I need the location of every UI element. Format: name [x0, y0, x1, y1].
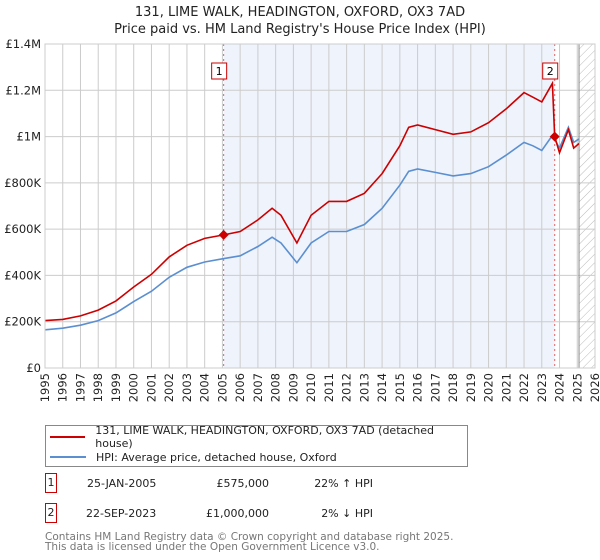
plot-frame — [44, 43, 596, 369]
x-tick-label: 2017 — [428, 373, 442, 402]
subtitle-line: Price paid vs. HM Land Registry's House … — [114, 22, 486, 37]
y-tick-label: £1.4M — [5, 37, 41, 51]
chart-title: 131, LIME WALK, HEADINGTON, OXFORD, OX3 … — [0, 4, 600, 38]
x-tick-label: 2010 — [304, 373, 318, 402]
transaction-hpi: 2% ↓ HPI — [321, 506, 373, 520]
x-tick-label: 2007 — [251, 373, 265, 402]
x-tick-label: 2024 — [553, 373, 567, 402]
x-tick-label: 2023 — [535, 373, 549, 402]
series-line — [44, 125, 580, 331]
future-hatch — [579, 44, 595, 368]
legend-red-label: 131, LIME WALK, HEADINGTON, OXFORD, OX3 … — [95, 424, 435, 450]
x-tick-label: 1996 — [56, 373, 70, 402]
title-line: 131, LIME WALK, HEADINGTON, OXFORD, OX3 … — [134, 5, 466, 20]
transaction-badge: 2 — [45, 503, 57, 523]
x-tick-label: 2025 — [570, 373, 584, 402]
sale-label: 2 — [547, 65, 554, 78]
transaction-badge: 1 — [45, 473, 57, 493]
x-tick-label: 1995 — [38, 373, 52, 402]
x-tick-label: 2026 — [588, 373, 600, 402]
x-tick-label: 2019 — [464, 373, 478, 402]
y-tick-label: £0 — [26, 361, 41, 375]
transaction-row: 1 25-JAN-2005 £575,000 22% ↑ HPI — [45, 473, 373, 493]
x-tick-label: 2015 — [393, 373, 407, 402]
legend: 131, LIME WALK, HEADINGTON, OXFORD, OX3 … — [45, 424, 468, 467]
x-tick-label: 2012 — [340, 373, 354, 402]
y-tick-label: £1M — [16, 130, 41, 144]
y-tick-label: £600K — [4, 222, 41, 236]
footer: Contains HM Land Registry data © Crown c… — [45, 531, 454, 553]
x-tick-label: 2021 — [499, 373, 513, 402]
transaction-date: 25-JAN-2005 — [87, 476, 157, 490]
sale-point — [549, 131, 560, 142]
x-tick-label: 2008 — [269, 373, 283, 402]
transaction-price: £1,000,000 — [206, 506, 269, 520]
sale-label-box — [542, 62, 559, 80]
y-tick-label: £1.2M — [5, 83, 41, 97]
legend-blue-swatch — [50, 456, 86, 458]
x-tick-label: 2004 — [198, 373, 212, 402]
series-line — [44, 80, 580, 322]
x-tick-label: 2014 — [375, 373, 389, 402]
transaction-price: £575,000 — [216, 476, 270, 490]
transaction-hpi: 22% ↑ HPI — [314, 476, 373, 490]
legend-blue-label: HPI: Average price, detached house, Oxfo… — [96, 450, 337, 464]
x-tick-label: 2016 — [411, 373, 425, 402]
y-tick-label: £800K — [4, 176, 41, 190]
sale-period-shading — [223, 44, 555, 368]
sale-label: 1 — [216, 65, 223, 78]
y-tick-label: £400K — [4, 268, 41, 282]
sale-label-box — [211, 62, 228, 80]
legend-red-swatch — [50, 436, 86, 438]
x-tick-label: 2000 — [127, 373, 141, 402]
footer-line: Contains HM Land Registry data © Crown c… — [45, 531, 454, 543]
x-tick-label: 2022 — [517, 373, 531, 402]
transaction-row: 2 22-SEP-2023 £1,000,000 2% ↓ HPI — [45, 503, 373, 523]
x-tick-label: 1999 — [109, 373, 123, 402]
x-tick-label: 1998 — [91, 373, 105, 402]
transaction-date: 22-SEP-2023 — [86, 506, 157, 520]
x-tick-label: 1997 — [73, 373, 87, 402]
x-tick-label: 2009 — [286, 373, 300, 402]
footer-line: This data is licensed under the Open Gov… — [45, 541, 380, 553]
x-tick-label: 2003 — [180, 373, 194, 402]
x-tick-label: 2020 — [482, 373, 496, 402]
y-tick-label: £200K — [4, 315, 41, 329]
x-tick-label: 2006 — [233, 373, 247, 402]
sale-point — [218, 229, 229, 240]
x-tick-label: 2013 — [357, 373, 371, 402]
x-tick-label: 2018 — [446, 373, 460, 402]
x-tick-label: 2005 — [215, 373, 229, 402]
price-chart: 1995 1996 1997 1998 1999 2000 2001 2002 2003 2004… — [4, 37, 600, 402]
x-tick-label: 2001 — [144, 373, 158, 402]
x-tick-label: 2002 — [162, 373, 176, 402]
x-tick-label: 2011 — [322, 373, 336, 402]
